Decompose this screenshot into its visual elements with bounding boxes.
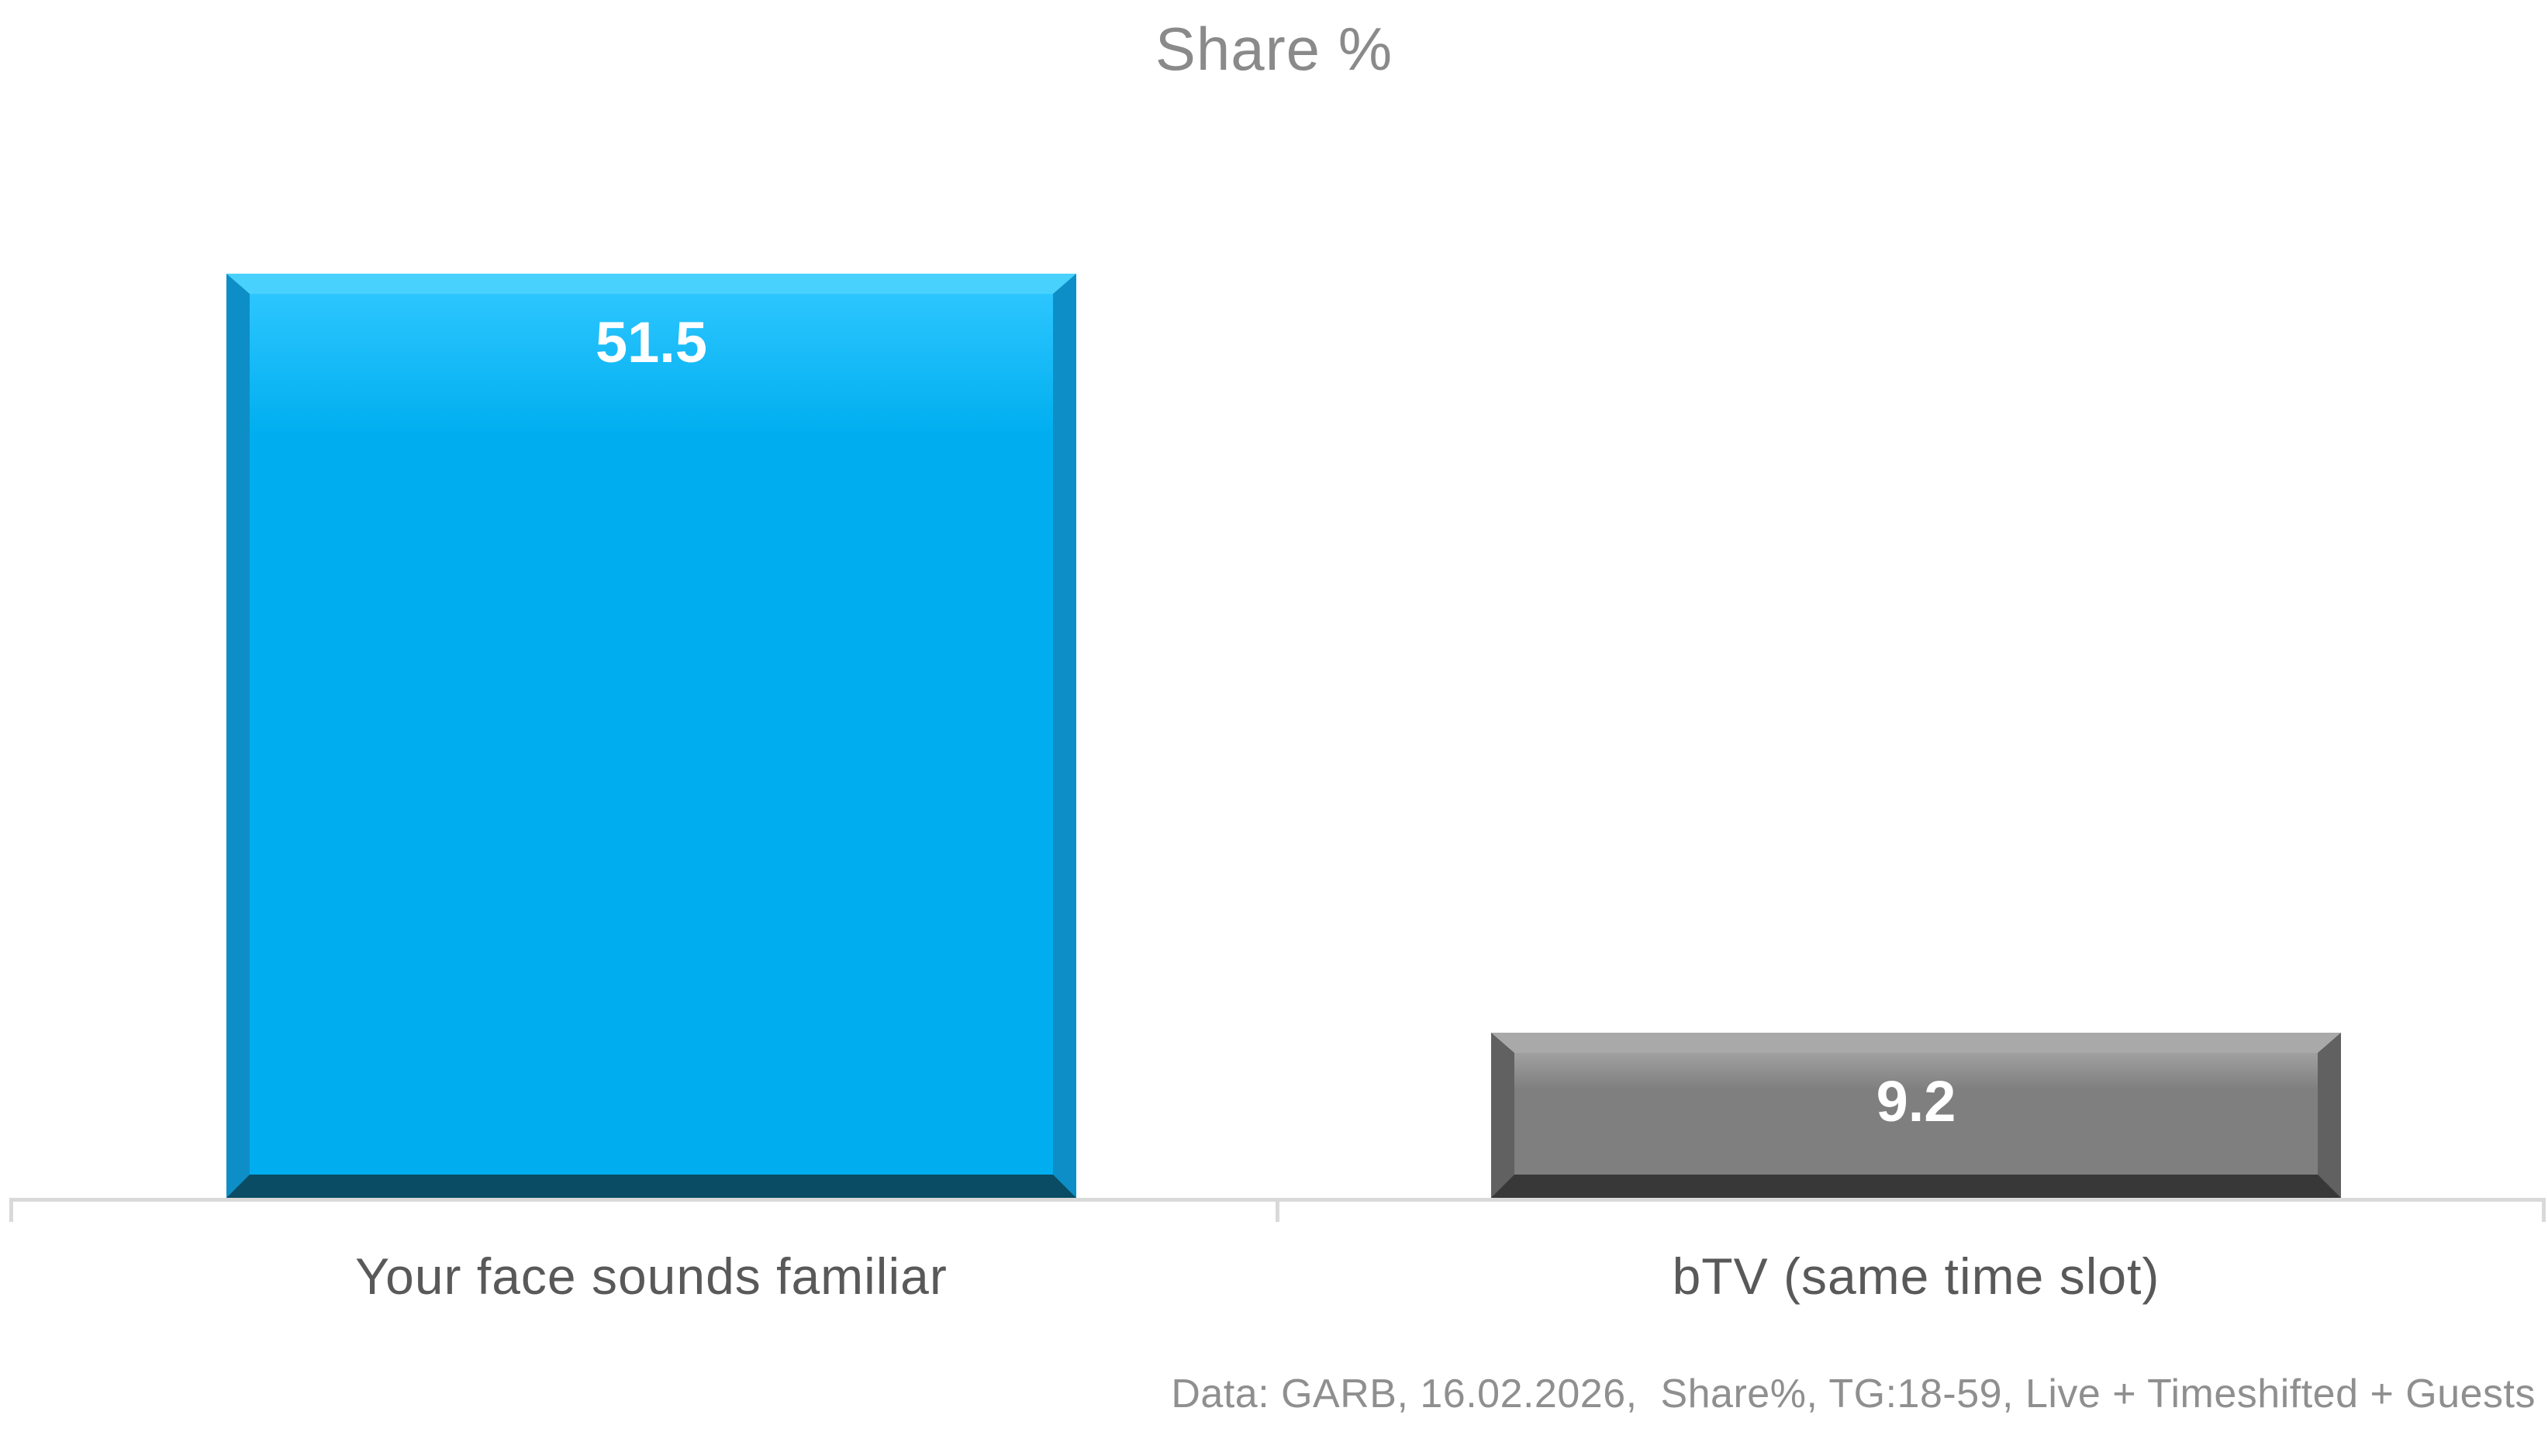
bar-btv-same-time-slot: 9.2 bbox=[1491, 1033, 2341, 1198]
x-axis-tick-middle bbox=[1276, 1202, 1279, 1222]
x-axis-tick-right bbox=[2542, 1202, 2546, 1222]
source-note: Data: GARB, 16.02.2026, Share%, TG:18-59… bbox=[1171, 1371, 2536, 1416]
value-label-your-face-sounds-familiar: 51.5 bbox=[595, 310, 708, 374]
x-axis-line bbox=[9, 1198, 2546, 1202]
value-label-btv-same-time-slot: 9.2 bbox=[1876, 1069, 1956, 1133]
category-label-btv-same-time-slot: bTV (same time slot) bbox=[1672, 1247, 2160, 1305]
bar-your-face-sounds-familiar: 51.5 bbox=[226, 274, 1076, 1198]
chart-title: Share % bbox=[1155, 15, 1393, 83]
category-label-your-face-sounds-familiar: Your face sounds familiar bbox=[355, 1247, 948, 1305]
x-axis-tick-left bbox=[9, 1202, 13, 1222]
